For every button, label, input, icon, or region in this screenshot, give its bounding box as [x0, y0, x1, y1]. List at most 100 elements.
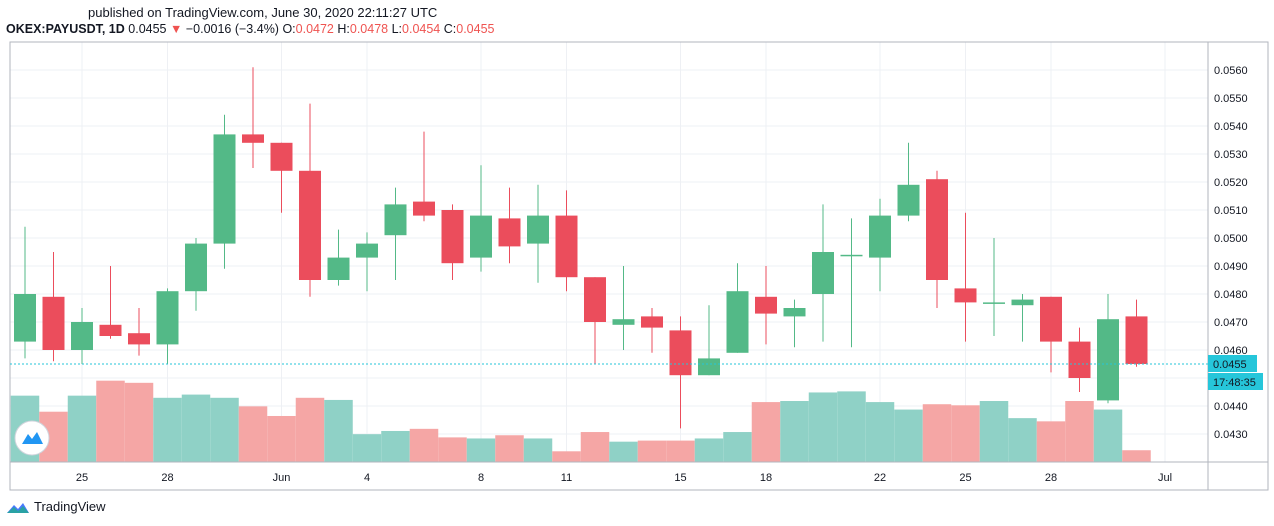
y-tick-label: 0.0530: [1214, 149, 1248, 161]
tradingview-logo-icon: [7, 502, 29, 513]
volume-bar: [837, 391, 866, 462]
candle-body[interactable]: [555, 215, 578, 278]
candle-body[interactable]: [299, 170, 321, 280]
x-tick-label: 4: [364, 472, 370, 484]
volume-bar: [922, 404, 952, 462]
candle-body[interactable]: [641, 316, 663, 328]
candle-body[interactable]: [71, 322, 93, 350]
brand-name: TradingView: [34, 499, 106, 514]
candle-body[interactable]: [128, 333, 150, 345]
y-tick-label: 0.0430: [1214, 429, 1248, 441]
volume-bar: [153, 397, 182, 462]
candle-body[interactable]: [840, 254, 863, 257]
volume-bar: [381, 430, 410, 462]
published-caption: published on TradingView.com, June 30, 2…: [88, 5, 438, 20]
volume-bar: [609, 441, 638, 462]
candle-body[interactable]: [584, 277, 606, 322]
volume-bar: [780, 401, 809, 462]
volume-bar: [466, 438, 496, 462]
high-label: H:: [337, 22, 350, 36]
open-value: 0.0472: [295, 22, 334, 36]
candle-body[interactable]: [1068, 341, 1091, 378]
volume-bar: [751, 402, 781, 462]
volume-bar: [580, 432, 610, 462]
low-label: L:: [391, 22, 403, 36]
volume-bar: [723, 432, 752, 462]
x-tick-label: 8: [478, 472, 484, 484]
y-tick-label: 0.0460: [1214, 345, 1248, 357]
x-tick-label: 15: [674, 472, 686, 484]
open-label: O:: [282, 22, 296, 36]
close-label: C:: [443, 22, 457, 36]
last-price: 0.0455: [128, 22, 167, 36]
x-tick-label: 25: [76, 472, 88, 484]
candle-body[interactable]: [270, 142, 293, 171]
volume-bar: [267, 415, 296, 462]
candle-body[interactable]: [242, 134, 264, 143]
high-value: 0.0478: [349, 22, 389, 36]
candle-body[interactable]: [812, 252, 834, 294]
candlesticks: [14, 67, 1148, 429]
x-tick-label: 22: [874, 472, 886, 484]
x-tick-label: 25: [959, 472, 971, 484]
tradingview-watermark-icon[interactable]: [14, 420, 50, 456]
candle-body[interactable]: [726, 291, 749, 353]
candle-body[interactable]: [1097, 319, 1119, 401]
volume-bar: [1122, 450, 1151, 462]
candle-body[interactable]: [356, 243, 378, 258]
x-tick-label: Jul: [1158, 472, 1172, 484]
candle-body[interactable]: [1011, 299, 1034, 306]
symbol-name[interactable]: OKEX:PAYUSDT, 1D: [6, 22, 125, 36]
candle-body[interactable]: [612, 319, 635, 325]
candle-body[interactable]: [185, 243, 207, 292]
y-tick-label: 0.0510: [1214, 205, 1248, 217]
candle-body[interactable]: [213, 134, 236, 244]
candle-body[interactable]: [327, 257, 350, 280]
volume-bar: [409, 428, 439, 462]
candle-body[interactable]: [698, 358, 720, 376]
candle-body[interactable]: [14, 294, 36, 342]
candle-body[interactable]: [156, 291, 179, 345]
x-tick-label: 28: [161, 472, 173, 484]
candle-body[interactable]: [527, 215, 549, 244]
candle-body[interactable]: [897, 184, 920, 216]
y-tick-label: 0.0440: [1214, 401, 1248, 413]
candle-body[interactable]: [755, 296, 777, 314]
candle-body[interactable]: [470, 215, 492, 258]
volume-bar: [324, 399, 353, 462]
candle-body[interactable]: [413, 201, 435, 216]
volume-bar: [238, 406, 268, 462]
volume-bar: [181, 394, 211, 462]
volume-bar: [865, 402, 895, 462]
candle-body[interactable]: [869, 215, 891, 258]
y-tick-label: 0.0550: [1214, 93, 1248, 105]
price-markers: 0.0455 17:48:35: [10, 355, 1263, 456]
volume-bar: [666, 440, 695, 462]
candle-body[interactable]: [669, 330, 692, 376]
volume-bar: [951, 405, 980, 462]
y-tick-label: 0.0470: [1214, 317, 1248, 329]
candle-body[interactable]: [1125, 316, 1148, 364]
candle-body[interactable]: [983, 302, 1005, 304]
candle-body[interactable]: [42, 296, 65, 350]
candle-body[interactable]: [954, 288, 977, 303]
candle-body[interactable]: [1040, 296, 1062, 342]
volume-bar: [979, 401, 1009, 462]
countdown-badge: [1208, 373, 1263, 390]
volume-bar: [210, 397, 239, 462]
candle-body[interactable]: [441, 210, 464, 264]
candle-body[interactable]: [99, 324, 122, 336]
candle-body[interactable]: [384, 204, 407, 236]
x-tick-label: 11: [561, 472, 572, 484]
low-value: 0.0454: [402, 22, 441, 36]
volume-bar: [67, 395, 97, 462]
last-price-badge: [1208, 355, 1257, 372]
volume-bar: [295, 397, 325, 462]
volume-bar: [1008, 418, 1037, 462]
candle-body[interactable]: [926, 179, 948, 280]
y-tick-label: 0.0540: [1214, 121, 1248, 133]
candle-body[interactable]: [783, 308, 806, 317]
tradingview-brand[interactable]: TradingView: [6, 499, 106, 514]
candle-body[interactable]: [498, 218, 521, 247]
